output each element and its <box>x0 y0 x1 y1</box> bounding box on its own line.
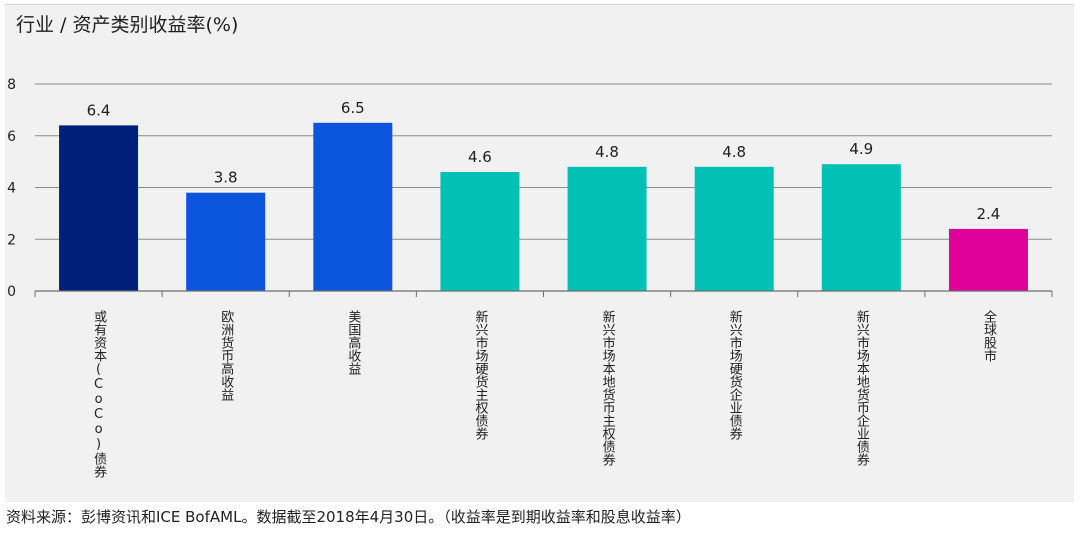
category-label: 全球股市 <box>981 309 997 362</box>
bar <box>821 164 901 291</box>
x-axis <box>34 290 1053 297</box>
y-tick-label: 0 <box>7 284 16 300</box>
source-note: 资料来源：彭博资讯和ICE BofAML。数据截至2018年4月30日。（收益率… <box>6 508 691 526</box>
bar <box>567 166 647 291</box>
bar <box>694 166 774 291</box>
category-label: 新兴市场硬货主权债券 <box>472 309 488 440</box>
bar-value-label: 4.9 <box>849 140 873 158</box>
y-tick-label: 6 <box>7 129 16 145</box>
bar-value-label: 2.4 <box>977 205 1001 223</box>
category-label: 欧洲货币高收益 <box>218 310 234 401</box>
bar <box>948 228 1028 291</box>
bar-value-label: 4.8 <box>722 143 746 161</box>
bar-value-label: 4.6 <box>468 148 492 166</box>
category-label: 或有资本(CoCo)债券 <box>91 310 107 478</box>
y-tick-label: 2 <box>7 232 16 248</box>
value-labels: 6.4 3.8 6.5 4.6 4.8 4.8 4.9 2.4 <box>87 99 1001 223</box>
category-label: 新兴市场本地货币主权债券 <box>600 309 616 466</box>
bar <box>313 122 393 291</box>
bar-value-label: 6.5 <box>341 99 365 117</box>
bar-value-label: 4.8 <box>595 143 619 161</box>
bar-value-label: 3.8 <box>214 169 238 187</box>
y-tick-label: 8 <box>7 77 16 93</box>
category-label: 新兴市场硬货企业债券 <box>727 309 743 440</box>
category-label: 新兴市场本地货币企业债券 <box>854 309 870 466</box>
category-labels: 或有资本(CoCo)债券 欧洲货币高收益 美国高收益 新兴市场硬货主权债券 新兴市场本地… <box>91 309 996 478</box>
bar <box>440 171 520 291</box>
bar-value-label: 6.4 <box>87 101 111 119</box>
bar <box>59 125 139 292</box>
chart-title: 行业 / 资产类别收益率(%) <box>16 14 239 36</box>
y-axis-ticks: 0 2 4 6 8 <box>7 77 16 300</box>
bar <box>186 192 266 291</box>
bars <box>59 122 1028 292</box>
category-label: 美国高收益 <box>345 310 361 375</box>
y-tick-label: 4 <box>7 181 16 197</box>
bar-chart: 0 2 4 6 8 6.4 3.8 6.5 4.6 4.8 4.8 4.9 2.4 或有资本(CoCo… <box>7 77 1053 478</box>
